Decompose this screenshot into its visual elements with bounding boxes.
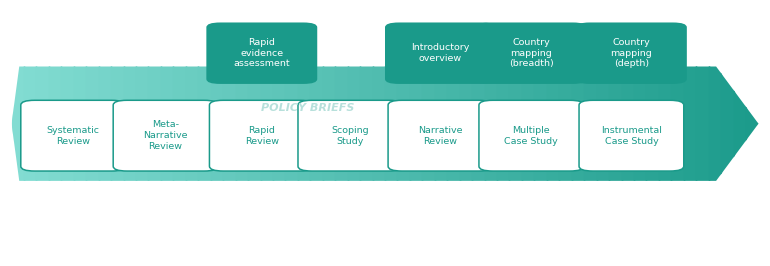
Bar	[310, 49, 323, 198]
Bar	[323, 49, 335, 198]
Bar	[447, 49, 460, 198]
Circle shape	[607, 62, 625, 69]
Bar	[12, 49, 24, 198]
Bar	[696, 49, 708, 198]
Bar	[173, 49, 186, 198]
Polygon shape	[231, 66, 293, 76]
FancyBboxPatch shape	[21, 100, 126, 171]
Bar	[484, 49, 497, 198]
Bar	[721, 49, 734, 198]
Bar	[534, 49, 547, 198]
Bar	[734, 49, 746, 198]
Bar	[621, 49, 634, 198]
Bar	[36, 49, 49, 198]
Bar	[86, 49, 99, 198]
Circle shape	[507, 62, 525, 69]
Bar	[136, 49, 149, 198]
Bar	[286, 49, 298, 198]
FancyBboxPatch shape	[206, 23, 317, 84]
Bar	[186, 49, 199, 198]
Circle shape	[638, 62, 656, 69]
FancyBboxPatch shape	[385, 23, 496, 84]
Bar	[74, 49, 86, 198]
Bar	[257, 68, 267, 81]
Bar	[24, 49, 36, 198]
Bar	[161, 49, 173, 198]
Bar	[510, 49, 522, 198]
Bar	[335, 49, 348, 198]
Bar	[298, 49, 310, 198]
Text: Country
mapping
(breadth): Country mapping (breadth)	[509, 38, 554, 68]
Bar	[422, 49, 435, 198]
Text: Multiple
Case Study: Multiple Case Study	[504, 126, 558, 146]
Bar	[584, 49, 597, 198]
Bar	[248, 49, 260, 198]
Bar	[99, 49, 111, 198]
Text: Country
mapping
(depth): Country mapping (depth)	[611, 38, 652, 68]
Bar	[609, 49, 621, 198]
Text: Systematic
Review: Systematic Review	[47, 126, 99, 146]
Bar	[597, 49, 609, 198]
Bar	[385, 49, 397, 198]
FancyBboxPatch shape	[479, 100, 584, 171]
Bar	[571, 49, 584, 198]
Bar	[708, 49, 721, 198]
Text: Rapid
Review: Rapid Review	[245, 126, 279, 146]
Bar	[397, 49, 410, 198]
Circle shape	[416, 62, 434, 69]
Bar	[746, 49, 758, 198]
Text: Narrative
Review: Narrative Review	[418, 126, 463, 146]
Bar	[646, 49, 659, 198]
Text: Rapid
evidence
assessment: Rapid evidence assessment	[233, 38, 290, 68]
Text: Introductory
overview: Introductory overview	[411, 43, 470, 63]
FancyBboxPatch shape	[476, 23, 587, 84]
Bar	[149, 49, 161, 198]
Bar	[559, 49, 571, 198]
Bar	[659, 49, 671, 198]
Polygon shape	[500, 66, 562, 76]
Bar	[472, 49, 484, 198]
FancyBboxPatch shape	[298, 100, 403, 171]
Polygon shape	[410, 66, 471, 76]
Bar	[460, 49, 472, 198]
Bar	[410, 49, 422, 198]
Bar	[522, 49, 534, 198]
Bar	[236, 49, 248, 198]
Bar	[527, 68, 536, 81]
Polygon shape	[601, 66, 662, 76]
Bar	[123, 49, 136, 198]
Bar	[435, 49, 447, 198]
Bar	[62, 49, 74, 198]
Bar	[273, 49, 286, 198]
Bar	[436, 68, 445, 81]
Bar	[111, 49, 123, 198]
Text: POLICY BRIEFS: POLICY BRIEFS	[261, 103, 355, 113]
Bar	[373, 49, 385, 198]
Text: Scoping
Study: Scoping Study	[332, 126, 369, 146]
Bar	[684, 49, 696, 198]
Bar	[49, 49, 62, 198]
Bar	[348, 49, 360, 198]
FancyBboxPatch shape	[388, 100, 493, 171]
Text: Instrumental
Case Study: Instrumental Case Study	[601, 126, 662, 146]
Circle shape	[268, 62, 286, 69]
FancyBboxPatch shape	[579, 100, 684, 171]
Circle shape	[447, 62, 465, 69]
Bar	[627, 68, 636, 81]
FancyBboxPatch shape	[576, 23, 687, 84]
Circle shape	[237, 62, 256, 69]
Text: Meta-
Narrative
Review: Meta- Narrative Review	[143, 120, 188, 151]
Bar	[547, 49, 559, 198]
Bar	[260, 49, 273, 198]
Bar	[634, 49, 647, 198]
Bar	[223, 49, 236, 198]
Circle shape	[537, 62, 556, 69]
FancyBboxPatch shape	[113, 100, 218, 171]
Bar	[199, 49, 211, 198]
Bar	[671, 49, 684, 198]
Bar	[360, 49, 373, 198]
FancyBboxPatch shape	[209, 100, 314, 171]
Bar	[497, 49, 510, 198]
Bar	[211, 49, 223, 198]
